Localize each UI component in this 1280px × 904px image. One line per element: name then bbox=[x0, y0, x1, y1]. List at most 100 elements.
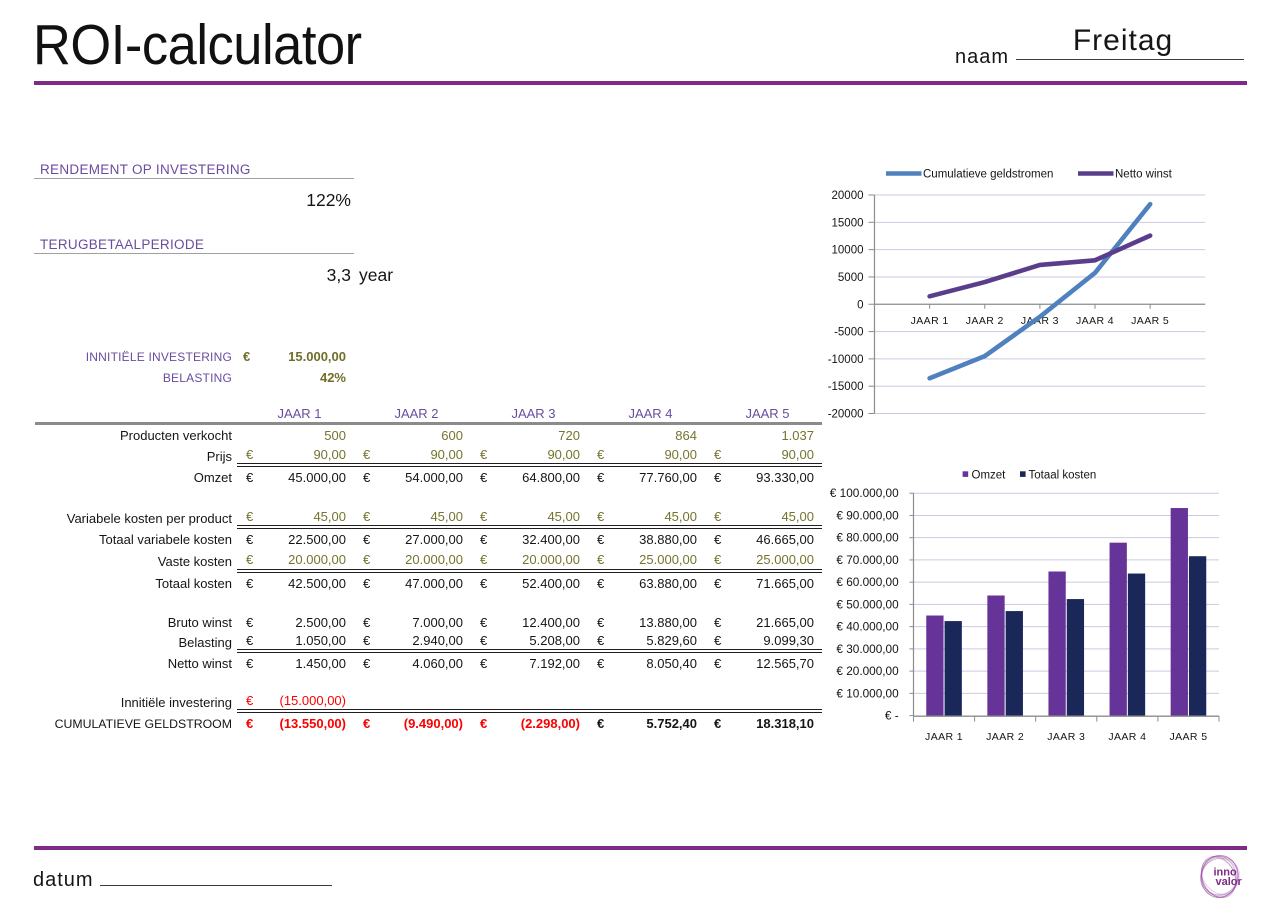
value-cell: €7.000,00 bbox=[354, 612, 471, 632]
euro-sign: € bbox=[597, 632, 605, 648]
cell-value: 32.400,00 bbox=[522, 532, 580, 547]
value-cell: €45.000,00 bbox=[237, 467, 354, 488]
table-row: Innitiële investering € (15.000,00) bbox=[35, 693, 822, 713]
euro-sign: € bbox=[363, 632, 371, 648]
spacer-cell bbox=[705, 594, 822, 612]
bar-chart-xtick: JAAR 1 bbox=[925, 731, 963, 743]
euro-sign: € bbox=[480, 446, 488, 462]
euro-sign: € bbox=[714, 576, 722, 591]
cashflow-line-chart: -20000 -15000 -10000 -5000 0 5000 10000 15000 20… bbox=[828, 169, 1206, 421]
cell-value: (15.000,00) bbox=[279, 693, 347, 709]
row-label: Vaste kosten bbox=[157, 554, 232, 569]
row-label: Variabele kosten per product bbox=[66, 511, 232, 526]
cell-value: 45.000,00 bbox=[288, 469, 346, 485]
bar-chart-xtick: JAAR 5 bbox=[1169, 731, 1207, 743]
footer-rule bbox=[34, 845, 1247, 850]
table-row: Totaal kosten €42.500,00 €47.000,00 €52.400… bbox=[35, 573, 822, 594]
euro-sign: € bbox=[480, 532, 488, 547]
table-col-header: JAAR 1 bbox=[237, 404, 354, 425]
euro-sign: € bbox=[363, 614, 371, 630]
bar-totaal-kosten bbox=[1188, 556, 1207, 716]
spacer-cell bbox=[237, 488, 354, 509]
euro-sign: € bbox=[480, 655, 488, 671]
cell-value: 90,00 bbox=[664, 446, 697, 462]
tax-value: 42% bbox=[319, 369, 346, 385]
cell-value: 4.060,00 bbox=[412, 655, 463, 671]
row-label: Totaal variabele kosten bbox=[99, 532, 232, 547]
table-row: Omzet €45.000,00 €54.000,00 €64.800,00 €77.7… bbox=[35, 467, 822, 488]
table-header-row: JAAR 1 JAAR 2 JAAR 3 JAAR 4 JAAR 5 bbox=[35, 404, 822, 425]
euro-sign: € bbox=[597, 552, 605, 567]
euro-sign: € bbox=[363, 716, 371, 732]
line-chart-ytick: -15000 bbox=[828, 381, 864, 393]
cell-value: 71.665,00 bbox=[756, 576, 814, 591]
euro-sign: € bbox=[714, 614, 722, 630]
cell-value: 500 bbox=[324, 427, 346, 443]
bar-chart-ytick: € 90.000,00 bbox=[836, 508, 899, 522]
cell-value: 20.000,00 bbox=[288, 552, 346, 567]
value-cell bbox=[471, 693, 588, 713]
euro-sign: € bbox=[363, 469, 371, 485]
line-chart-ytick: -10000 bbox=[828, 354, 864, 366]
value-cell: € (13.550,00) bbox=[237, 713, 354, 735]
euro-sign: € bbox=[597, 576, 605, 591]
euro-sign: € bbox=[714, 509, 722, 524]
euro-sign: € bbox=[480, 552, 488, 567]
value-cell: € (2.298,00) bbox=[471, 713, 588, 735]
page-title: ROI-calculator bbox=[33, 13, 362, 77]
row-label: CUMULATIEVE GELDSTROOM bbox=[54, 716, 232, 731]
cell-value: 7.000,00 bbox=[412, 614, 463, 630]
payback-section-heading: TERUGBETAALPERIODE bbox=[40, 237, 205, 252]
table-row: Vaste kosten €20.000,00 €20.000,00 €20.000,… bbox=[35, 550, 822, 573]
cell-value: 52.400,00 bbox=[522, 576, 580, 591]
value-cell: €77.760,00 bbox=[588, 467, 705, 488]
bar-chart-ytick: € - bbox=[885, 709, 899, 723]
euro-sign: € bbox=[363, 655, 371, 671]
cell-value: 45,00 bbox=[664, 509, 697, 524]
value-cell: €22.500,00 bbox=[237, 529, 354, 550]
cell-value: 54.000,00 bbox=[405, 469, 463, 485]
euro-sign: € bbox=[363, 509, 371, 524]
row-label: Totaal kosten bbox=[155, 576, 232, 591]
cell-value: 12.565,70 bbox=[756, 655, 814, 671]
line-chart-ytick: 10000 bbox=[832, 245, 864, 257]
innovalor-logo: inno valor bbox=[1200, 854, 1243, 899]
cell-value: 20.000,00 bbox=[405, 552, 463, 567]
value-cell: €5.829,60 bbox=[588, 632, 705, 653]
row-label: Innitiële investering bbox=[120, 695, 232, 711]
investment-euro: € bbox=[243, 349, 251, 364]
cell-value: 25.000,00 bbox=[756, 552, 814, 567]
line-chart-xtick: JAAR 5 bbox=[1131, 315, 1169, 327]
cell-value: 1.050,00 bbox=[295, 632, 346, 648]
value-cell bbox=[705, 693, 822, 713]
value-cell: €45,00 bbox=[354, 508, 471, 529]
value-cell: €54.000,00 bbox=[354, 467, 471, 488]
value-cell: €13.880,00 bbox=[588, 612, 705, 632]
cell-value: 13.880,00 bbox=[639, 614, 697, 630]
value-cell: €20.000,00 bbox=[471, 550, 588, 573]
cell-value: 18.318,10 bbox=[756, 716, 814, 732]
value-cell: €45,00 bbox=[588, 508, 705, 529]
cell-value: 46.665,00 bbox=[756, 532, 814, 547]
value-cell: € (9.490,00) bbox=[354, 713, 471, 735]
cell-value: 2.500,00 bbox=[295, 614, 346, 630]
euro-sign: € bbox=[363, 446, 371, 462]
value-cell: €18.318,10 bbox=[705, 713, 822, 735]
bar-chart-xtick: JAAR 3 bbox=[1047, 731, 1085, 743]
value-cell: € (15.000,00) bbox=[237, 693, 354, 713]
value-cell bbox=[588, 693, 705, 713]
cell-value: 1.037 bbox=[781, 427, 814, 443]
name-underline bbox=[1016, 58, 1244, 60]
cell-value: 5.752,40 bbox=[646, 716, 697, 732]
euro-sign: € bbox=[246, 509, 254, 524]
value-cell: €90,00 bbox=[705, 446, 822, 467]
table-col-header: JAAR 2 bbox=[354, 404, 471, 425]
value-cell: €27.000,00 bbox=[354, 529, 471, 550]
bar-omzet bbox=[1109, 542, 1127, 716]
euro-sign: € bbox=[480, 576, 488, 591]
investment-value: 15.000,00 bbox=[288, 349, 346, 364]
value-cell: €1.450,00 bbox=[237, 653, 354, 674]
legend-label-omzet: Omzet bbox=[972, 470, 1007, 482]
table-col-header: JAAR 3 bbox=[471, 404, 588, 425]
cell-value: 600 bbox=[441, 427, 463, 443]
